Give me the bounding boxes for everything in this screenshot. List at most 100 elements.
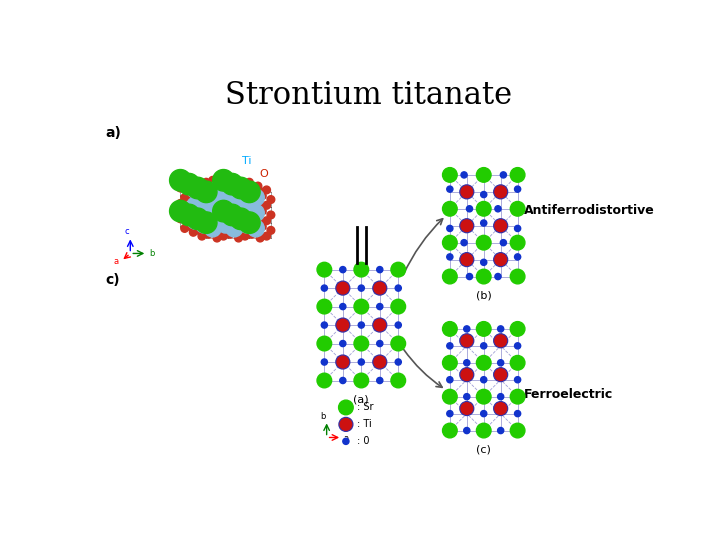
Circle shape	[186, 208, 208, 230]
Circle shape	[354, 262, 369, 277]
Circle shape	[495, 335, 506, 347]
Circle shape	[340, 340, 346, 347]
Circle shape	[196, 211, 204, 219]
Circle shape	[209, 181, 225, 198]
Circle shape	[510, 322, 525, 336]
Circle shape	[374, 282, 385, 294]
Circle shape	[254, 228, 262, 236]
Circle shape	[477, 389, 491, 404]
Circle shape	[194, 207, 202, 215]
Circle shape	[337, 282, 348, 294]
Circle shape	[209, 177, 217, 184]
Circle shape	[447, 343, 453, 349]
Circle shape	[374, 356, 385, 368]
Circle shape	[211, 182, 219, 190]
Circle shape	[498, 326, 504, 332]
Circle shape	[170, 200, 191, 222]
Circle shape	[239, 195, 247, 204]
Circle shape	[464, 394, 470, 400]
Circle shape	[207, 219, 215, 226]
Circle shape	[515, 186, 521, 192]
Circle shape	[461, 172, 467, 178]
Circle shape	[198, 232, 206, 240]
Circle shape	[239, 211, 247, 219]
Circle shape	[495, 273, 501, 280]
Circle shape	[202, 195, 210, 204]
Circle shape	[258, 207, 266, 215]
Circle shape	[226, 205, 243, 221]
Circle shape	[212, 170, 234, 191]
Circle shape	[230, 177, 238, 184]
Circle shape	[187, 192, 195, 200]
Circle shape	[213, 204, 221, 211]
Circle shape	[215, 222, 223, 231]
Circle shape	[510, 269, 525, 284]
Circle shape	[395, 285, 401, 291]
Circle shape	[481, 220, 487, 226]
Text: Strontium titanate: Strontium titanate	[225, 80, 513, 111]
Circle shape	[461, 335, 472, 347]
Circle shape	[189, 213, 197, 221]
Circle shape	[228, 219, 236, 226]
Circle shape	[515, 343, 521, 349]
Circle shape	[202, 209, 210, 217]
Circle shape	[235, 204, 243, 211]
Circle shape	[189, 228, 197, 236]
Circle shape	[498, 428, 504, 434]
Circle shape	[224, 194, 232, 201]
Circle shape	[228, 204, 236, 211]
Circle shape	[498, 360, 504, 366]
Circle shape	[185, 188, 193, 195]
Circle shape	[220, 201, 228, 209]
Circle shape	[443, 167, 457, 182]
Circle shape	[233, 198, 240, 205]
Circle shape	[189, 182, 197, 190]
Circle shape	[186, 177, 208, 199]
Circle shape	[217, 180, 225, 188]
Circle shape	[226, 189, 243, 206]
Circle shape	[391, 336, 405, 351]
Circle shape	[241, 215, 249, 222]
Circle shape	[447, 225, 453, 232]
Circle shape	[461, 186, 472, 198]
Circle shape	[337, 356, 348, 368]
Circle shape	[494, 219, 508, 233]
Circle shape	[187, 177, 195, 184]
Circle shape	[233, 182, 240, 190]
Circle shape	[494, 368, 508, 382]
Circle shape	[178, 173, 199, 195]
Text: b: b	[320, 412, 325, 421]
Circle shape	[267, 211, 275, 219]
Circle shape	[204, 184, 212, 192]
Circle shape	[447, 377, 453, 383]
Circle shape	[217, 201, 234, 218]
Circle shape	[481, 410, 487, 417]
Circle shape	[443, 235, 457, 250]
Circle shape	[477, 235, 491, 250]
Circle shape	[220, 186, 228, 194]
Circle shape	[204, 231, 212, 238]
Circle shape	[340, 267, 346, 273]
Circle shape	[195, 181, 217, 202]
Circle shape	[241, 217, 249, 225]
Circle shape	[443, 355, 457, 370]
Circle shape	[467, 206, 472, 212]
Circle shape	[267, 226, 275, 234]
Circle shape	[354, 299, 369, 314]
Circle shape	[204, 205, 221, 221]
Circle shape	[220, 200, 228, 207]
Circle shape	[248, 200, 256, 207]
Circle shape	[359, 285, 364, 291]
Text: (b): (b)	[476, 291, 492, 300]
Circle shape	[254, 182, 262, 190]
Circle shape	[233, 228, 240, 236]
Circle shape	[494, 185, 508, 199]
Circle shape	[230, 177, 251, 199]
Circle shape	[250, 204, 258, 211]
Circle shape	[241, 184, 249, 192]
Circle shape	[185, 204, 193, 211]
Circle shape	[256, 204, 264, 211]
Circle shape	[233, 213, 240, 221]
Circle shape	[495, 206, 501, 212]
Circle shape	[209, 207, 217, 215]
